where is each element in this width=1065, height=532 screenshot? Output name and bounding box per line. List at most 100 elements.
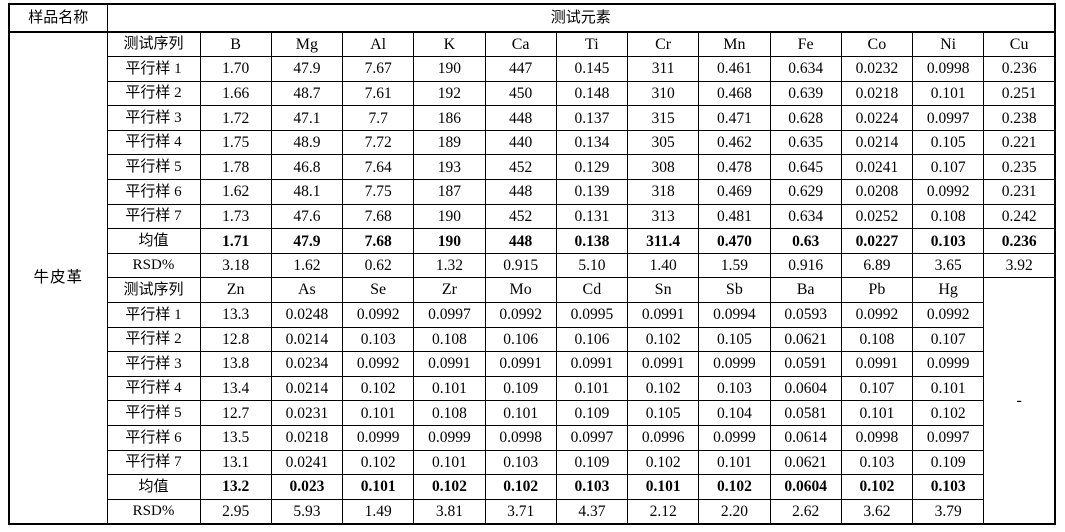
value-cell: 0.916 [769,252,842,279]
value-cell: 0.0214 [840,129,914,156]
value-cell: 0.103 [840,449,914,476]
value-cell: 0.105 [911,129,985,156]
value-cell: 0.108 [840,326,914,353]
value-cell: 0.0992 [341,351,415,377]
value-cell: 0.635 [769,129,842,156]
value-cell: 0.109 [555,449,629,476]
value-cell: 0.0997 [555,425,629,451]
column-header-cu: Cu [983,31,1056,58]
value-cell: 310 [626,80,700,107]
value-cell: 0.645 [769,154,842,181]
value-cell: 0.481 [698,203,771,230]
value-cell: 1.40 [626,252,700,279]
value-cell: 0.0992 [911,302,985,328]
empty-merged-cell: - [983,277,1056,525]
value-cell: 0.0232 [840,56,914,82]
test-results-table: 样品名称 测试元素 牛皮革 测试序列 B Mg Al K Ca Ti Cr Mn Fe Co Ni Cu 平行样… [8,3,1056,525]
value-cell: 1.66 [199,80,272,107]
value-cell: 3.92 [983,252,1056,279]
value-cell: 0.104 [698,400,771,426]
value-cell: 0.101 [555,375,629,402]
value-cell: 305 [626,129,700,156]
table-row: 平行样 6 13.5 0.0218 0.0999 0.0999 0.0998 0.0997 0… [9,425,1055,451]
value-cell: 0.102 [484,474,557,500]
value-cell: 3.62 [840,498,914,525]
value-cell: 0.0252 [840,203,914,230]
value-cell: 6.89 [840,252,914,279]
column-header-sn: Sn [626,277,700,304]
value-cell: 7.68 [341,228,415,254]
table-row: 平行样 3 13.8 0.0234 0.0992 0.0991 0.0991 0.0991 0… [9,351,1055,377]
value-cell: 3.71 [484,498,557,525]
value-cell: 0.0999 [341,425,415,451]
value-cell: 0.461 [698,56,771,82]
value-cell: 1.49 [341,498,415,525]
value-cell: 189 [413,129,486,156]
value-cell: 0.102 [626,449,700,476]
value-cell: 0.236 [983,56,1056,82]
value-cell: 450 [484,80,557,107]
value-cell: 47.9 [270,228,344,254]
value-cell: 0.139 [555,179,629,205]
value-cell: 0.148 [555,80,629,107]
value-cell: 0.134 [555,129,629,156]
value-cell: 0.0996 [626,425,700,451]
value-cell: 48.7 [270,80,344,107]
value-cell: 1.62 [199,179,272,205]
column-header-ti: Ti [555,31,629,58]
value-cell: 3.81 [413,498,486,525]
value-cell: 448 [484,228,557,254]
section-header-row: 测试序列 Zn As Se Zr Mo Cd Sn Sb Ba Pb Hg - [9,277,1056,525]
row-label: 平行样 5 [106,154,201,181]
row-label: 平行样 4 [106,129,201,156]
value-cell: 0.0992 [840,302,914,328]
value-cell: 0.0991 [484,351,557,377]
value-cell: 1.71 [199,228,272,254]
value-cell: 0.109 [484,375,557,402]
sample-name-cell: 牛皮革 [8,31,108,525]
value-cell: 0.0998 [840,425,914,451]
value-cell: 1.72 [199,105,272,131]
value-cell: 0.0991 [626,351,700,377]
value-cell: 7.67 [341,56,415,82]
value-cell: 13.5 [199,425,272,451]
value-cell: 0.108 [413,400,486,426]
value-cell: 0.0991 [840,351,914,377]
table-row: 平行样 2 12.8 0.0214 0.103 0.108 0.106 0.106 0.102… [9,326,1055,353]
value-cell: 47.6 [270,203,344,230]
value-cell: 46.8 [270,154,344,181]
value-cell: 0.0224 [840,105,914,131]
value-cell: 0.231 [983,179,1056,205]
table-row: 平行样 4 1.75 48.9 7.72 189 440 0.134 305 0.462 0.63… [9,129,1056,156]
section-header-row: 牛皮革 测试序列 B Mg Al K Ca Ti Cr Mn Fe Co Ni Cu [8,31,1056,525]
value-cell: 0.103 [911,228,985,254]
column-header-mn: Mn [698,31,771,58]
value-cell: 0.103 [341,326,415,353]
table-row: 均值 1.71 47.9 7.68 190 448 0.138 311.4 0.470 0.63 0… [9,228,1056,254]
table-row: 平行样 5 12.7 0.0231 0.101 0.108 0.101 0.109 0.105… [9,400,1055,426]
value-cell: 0.108 [911,203,985,230]
value-cell: 0.023 [270,474,344,500]
row-label: 均值 [106,474,201,500]
value-cell: 0.0991 [413,351,486,377]
value-cell: 7.64 [341,154,415,181]
row-label: 平行样 3 [106,351,201,377]
value-cell: 192 [413,80,486,107]
value-cell: 0.101 [698,449,771,476]
value-cell: 0.108 [413,326,486,353]
column-header-b: B [199,31,272,58]
column-header-cd: Cd [555,277,629,304]
value-cell: 0.0997 [413,302,486,328]
column-header-zr: Zr [413,277,486,304]
value-cell: 0.137 [555,105,629,131]
value-cell: 2.62 [769,498,842,525]
column-header-ba: Ba [769,277,842,304]
value-cell: 1.75 [199,129,272,156]
row-label: 平行样 2 [106,326,201,353]
value-cell: 315 [626,105,700,131]
value-cell: 2.95 [199,498,272,525]
value-cell: 1.78 [199,154,272,181]
value-cell: 1.59 [698,252,771,279]
value-cell: 0.0604 [769,474,842,500]
value-cell: 0.0231 [270,400,344,426]
